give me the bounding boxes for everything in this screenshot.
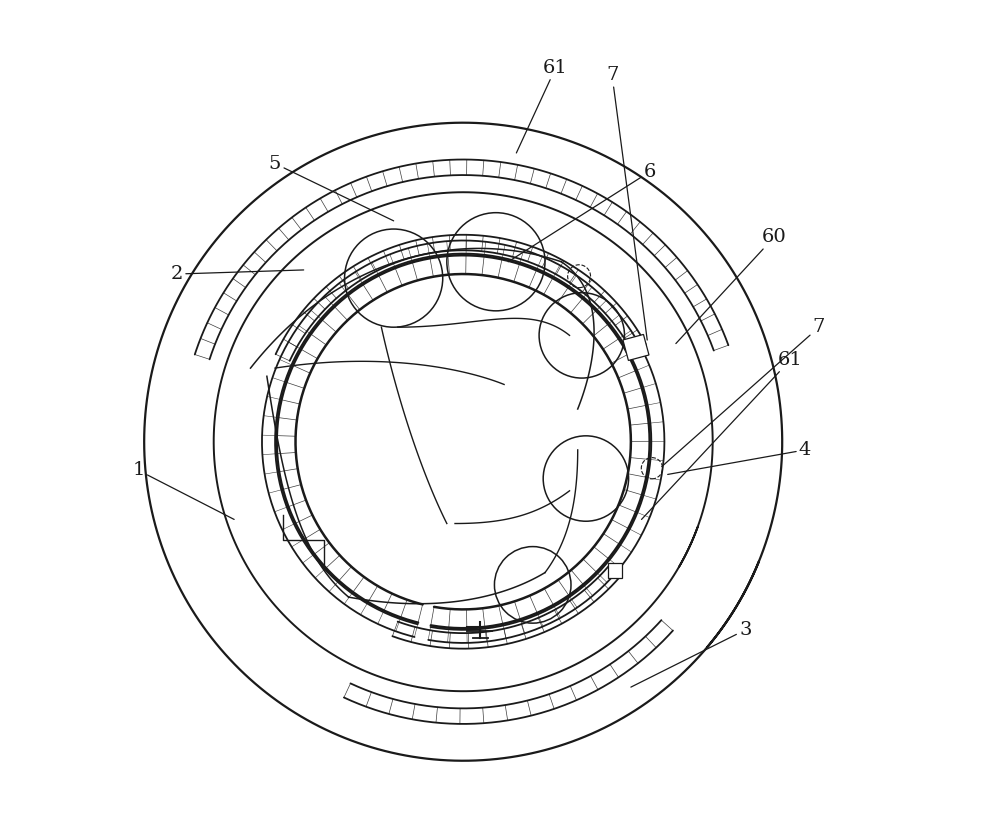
- Text: 4: 4: [668, 441, 811, 474]
- Text: 7: 7: [662, 318, 825, 466]
- Text: 6: 6: [508, 163, 656, 262]
- Text: 61: 61: [516, 59, 568, 153]
- Text: 7: 7: [606, 66, 647, 340]
- Text: 1: 1: [132, 461, 234, 519]
- Bar: [623, 335, 649, 361]
- Text: 60: 60: [676, 228, 786, 344]
- Text: 61: 61: [642, 351, 803, 519]
- Bar: [608, 564, 622, 578]
- Text: 5: 5: [269, 155, 394, 221]
- Text: 2: 2: [171, 265, 304, 283]
- Text: 3: 3: [631, 621, 752, 687]
